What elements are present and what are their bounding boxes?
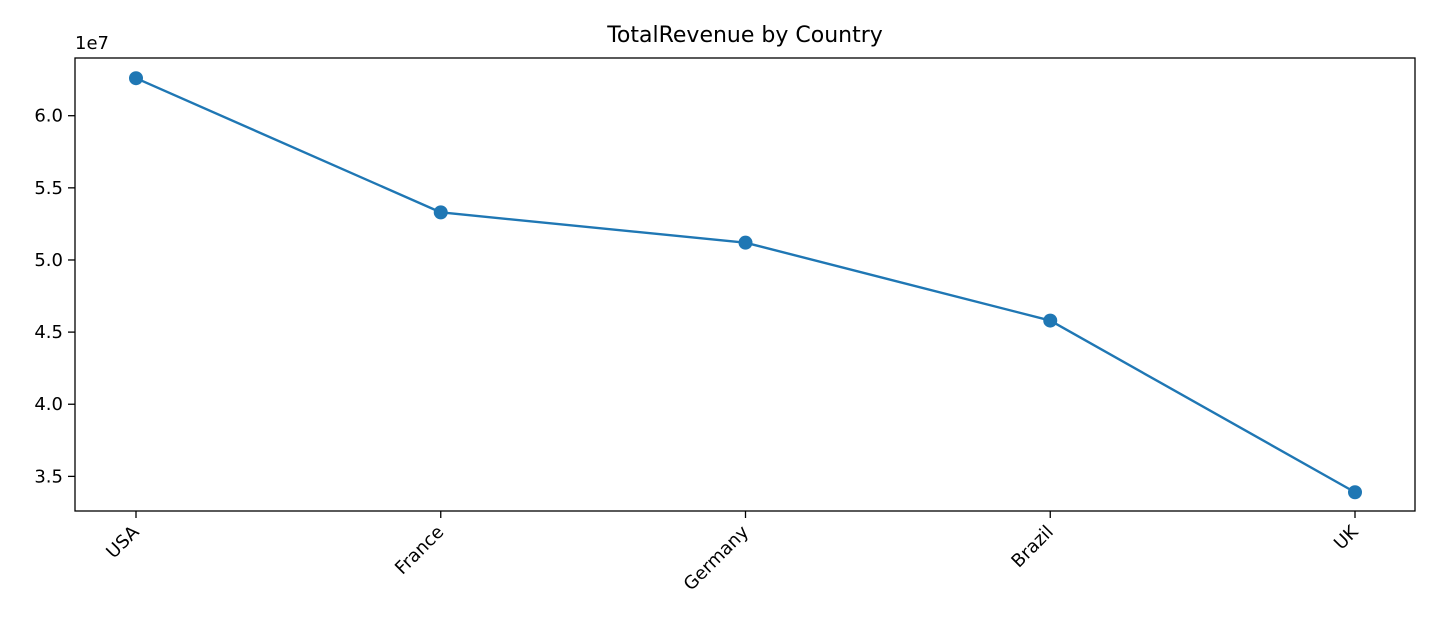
y-axis-offset-label: 1e7 (75, 33, 109, 54)
y-tick-label: 5.5 (34, 178, 63, 199)
data-point-brazil (1043, 313, 1058, 328)
y-tick-label: 6.0 (34, 106, 63, 127)
y-tick-label: 3.5 (34, 466, 63, 487)
plot-frame (74, 57, 1416, 512)
y-axis-ticks: 3.5 4.0 4.5 5.0 5.5 6.0 (34, 106, 75, 487)
data-point-france (433, 205, 448, 220)
y-tick-label: 4.0 (34, 394, 63, 415)
y-tick-label: 5.0 (34, 250, 63, 271)
data-point-uk (1348, 485, 1362, 500)
data-point-usa (129, 71, 143, 86)
chart-title: TotalRevenue by Country (606, 23, 883, 48)
data-point-germany (738, 235, 753, 250)
y-tick-label: 4.5 (34, 322, 63, 343)
series-layer (129, 71, 1362, 500)
